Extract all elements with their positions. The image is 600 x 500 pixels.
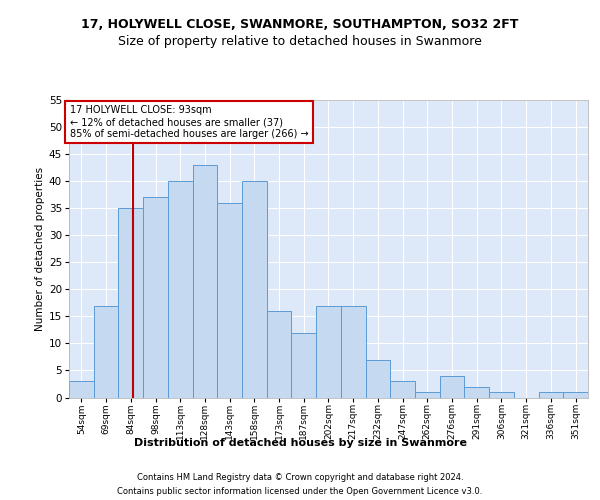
Bar (316, 306, 341, 398)
Bar (168, 181, 193, 398)
Text: Contains public sector information licensed under the Open Government Licence v3: Contains public sector information licen… (118, 486, 482, 496)
Bar (118, 208, 143, 398)
Bar (489, 392, 514, 398)
Bar (292, 332, 316, 398)
Bar (365, 360, 390, 398)
Bar (440, 376, 464, 398)
Text: Size of property relative to detached houses in Swanmore: Size of property relative to detached ho… (118, 35, 482, 48)
Bar (341, 306, 365, 398)
Bar (539, 392, 563, 398)
Text: 17, HOLYWELL CLOSE, SWANMORE, SOUTHAMPTON, SO32 2FT: 17, HOLYWELL CLOSE, SWANMORE, SOUTHAMPTO… (82, 18, 518, 30)
Bar (415, 392, 440, 398)
Bar (390, 382, 415, 398)
Bar (143, 198, 168, 398)
Y-axis label: Number of detached properties: Number of detached properties (35, 166, 44, 331)
Text: Distribution of detached houses by size in Swanmore: Distribution of detached houses by size … (133, 438, 467, 448)
Bar (464, 386, 489, 398)
Text: Contains HM Land Registry data © Crown copyright and database right 2024.: Contains HM Land Registry data © Crown c… (137, 473, 463, 482)
Bar (563, 392, 588, 398)
Text: 17 HOLYWELL CLOSE: 93sqm
← 12% of detached houses are smaller (37)
85% of semi-d: 17 HOLYWELL CLOSE: 93sqm ← 12% of detach… (70, 106, 308, 138)
Bar (267, 311, 292, 398)
Bar (94, 306, 118, 398)
Bar (69, 382, 94, 398)
Bar (217, 203, 242, 398)
Bar (242, 181, 267, 398)
Bar (193, 165, 217, 398)
